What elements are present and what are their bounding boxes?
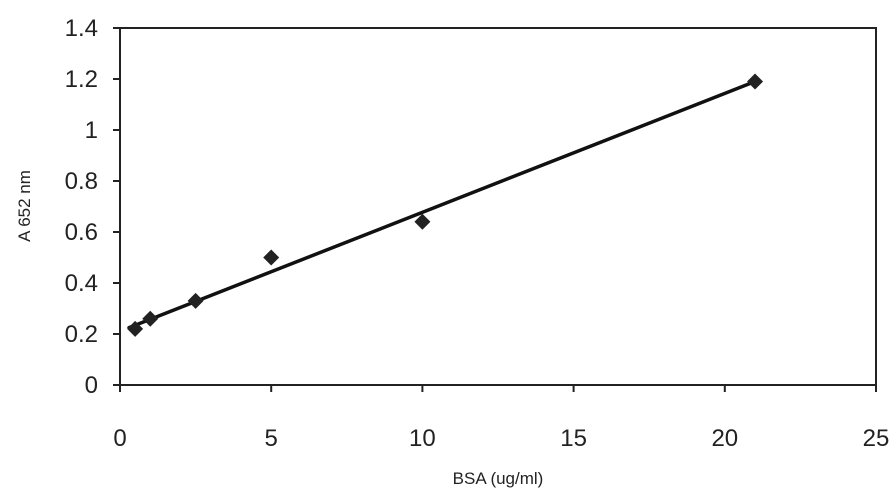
y-tick-label: 1.2	[65, 66, 98, 93]
x-tick-label: 20	[711, 425, 738, 452]
x-tick-label: 15	[560, 425, 587, 452]
x-tick-label: 5	[265, 425, 278, 452]
data-points	[127, 73, 764, 337]
data-point	[747, 73, 764, 90]
trendline-group	[127, 79, 757, 330]
x-axis-ticks: 0 5 10 15 20 25	[113, 385, 889, 452]
y-tick-label: 0	[85, 372, 98, 399]
y-tick-label: 0.8	[65, 168, 98, 195]
x-tick-label: 25	[863, 425, 890, 452]
y-tick-label: 0.2	[65, 321, 98, 348]
y-axis-title: A 652 nm	[15, 170, 34, 242]
y-tick-label: 1	[85, 117, 98, 144]
plot-area-frame	[119, 27, 877, 386]
trendline	[127, 79, 757, 330]
x-axis-title: BSA (ug/ml)	[453, 469, 544, 488]
y-tick-label: 0.4	[65, 270, 98, 297]
x-tick-label: 0	[113, 425, 126, 452]
data-point	[127, 320, 144, 337]
x-tick-label: 10	[409, 425, 436, 452]
y-axis-ticks: 0 0.2 0.4 0.6 0.8 1 1.2 1.4	[65, 15, 120, 399]
data-point	[414, 213, 431, 230]
y-tick-label: 0.6	[65, 219, 98, 246]
data-point	[263, 249, 280, 266]
data-point	[187, 292, 204, 309]
y-tick-label: 1.4	[65, 15, 98, 42]
data-point	[142, 310, 159, 327]
